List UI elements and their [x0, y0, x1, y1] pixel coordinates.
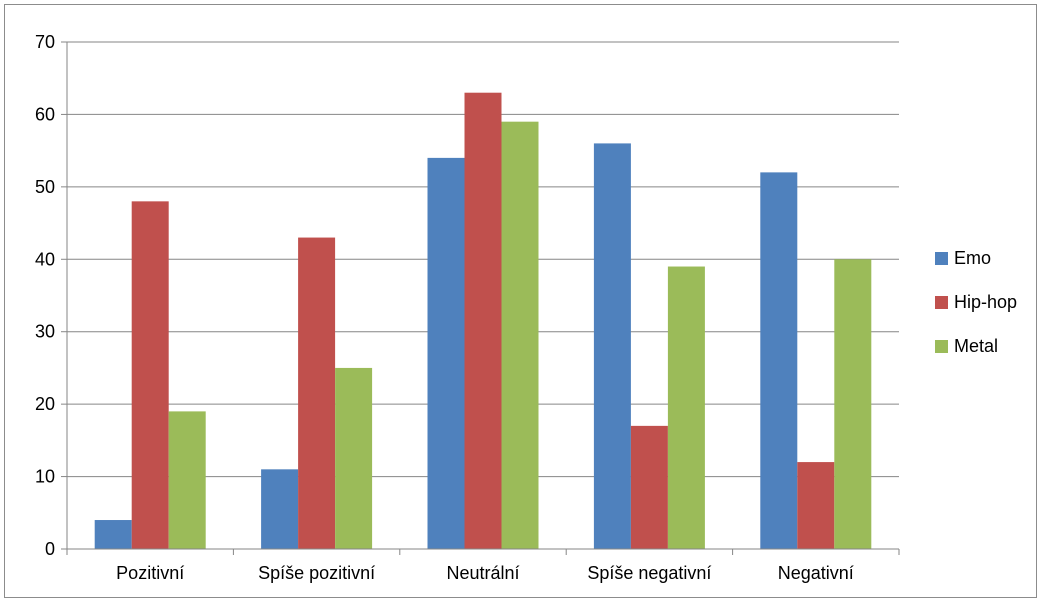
bars [94, 92, 872, 550]
x-category-label: Spíše negativní [587, 563, 711, 583]
y-tick-label: 50 [35, 177, 55, 197]
bar-emo-4 [760, 172, 798, 549]
bar-metal-2 [501, 121, 539, 550]
bar-metal-4 [834, 259, 872, 549]
legend-swatch-hip-hop [935, 296, 948, 309]
legend-swatch-metal [935, 340, 948, 353]
y-tick-label: 20 [35, 394, 55, 414]
bar-hip-hop-0 [131, 201, 169, 550]
y-tick-label: 40 [35, 249, 55, 269]
bar-emo-3 [593, 143, 631, 549]
bar-emo-0 [94, 520, 132, 549]
y-tick-label: 30 [35, 322, 55, 342]
bar-metal-3 [667, 266, 705, 549]
x-category-label: Pozitivní [116, 563, 184, 583]
y-tick-label: 60 [35, 104, 55, 124]
axes: 0 10 20 30 40 50 60 70 Pozitivní Spíše pozitivní N… [35, 32, 900, 583]
y-tick-label: 10 [35, 467, 55, 487]
bar-hip-hop-1 [298, 237, 336, 550]
bar-emo-2 [427, 157, 465, 549]
legend: Emo Hip-hop Metal [935, 248, 1017, 356]
x-category-label: Spíše pozitivní [258, 563, 375, 583]
chart-frame: 0 10 20 30 40 50 60 70 Pozitivní Spíše pozitivní N… [4, 4, 1037, 598]
legend-label-emo: Emo [954, 248, 991, 268]
bar-metal-1 [335, 367, 373, 549]
bar-metal-0 [168, 411, 206, 549]
legend-swatch-emo [935, 252, 948, 265]
y-tick-label: 0 [45, 539, 55, 559]
bar-emo-1 [261, 469, 299, 549]
x-category-label: Neutrální [446, 563, 519, 583]
y-tick-label: 70 [35, 32, 55, 52]
bar-hip-hop-3 [630, 425, 668, 549]
bar-chart: 0 10 20 30 40 50 60 70 Pozitivní Spíše pozitivní N… [35, 32, 1017, 583]
x-category-label: Negativní [778, 563, 854, 583]
bar-hip-hop-4 [797, 462, 835, 549]
legend-label-metal: Metal [954, 336, 998, 356]
bar-hip-hop-2 [464, 92, 502, 549]
legend-label-hip-hop: Hip-hop [954, 292, 1017, 312]
